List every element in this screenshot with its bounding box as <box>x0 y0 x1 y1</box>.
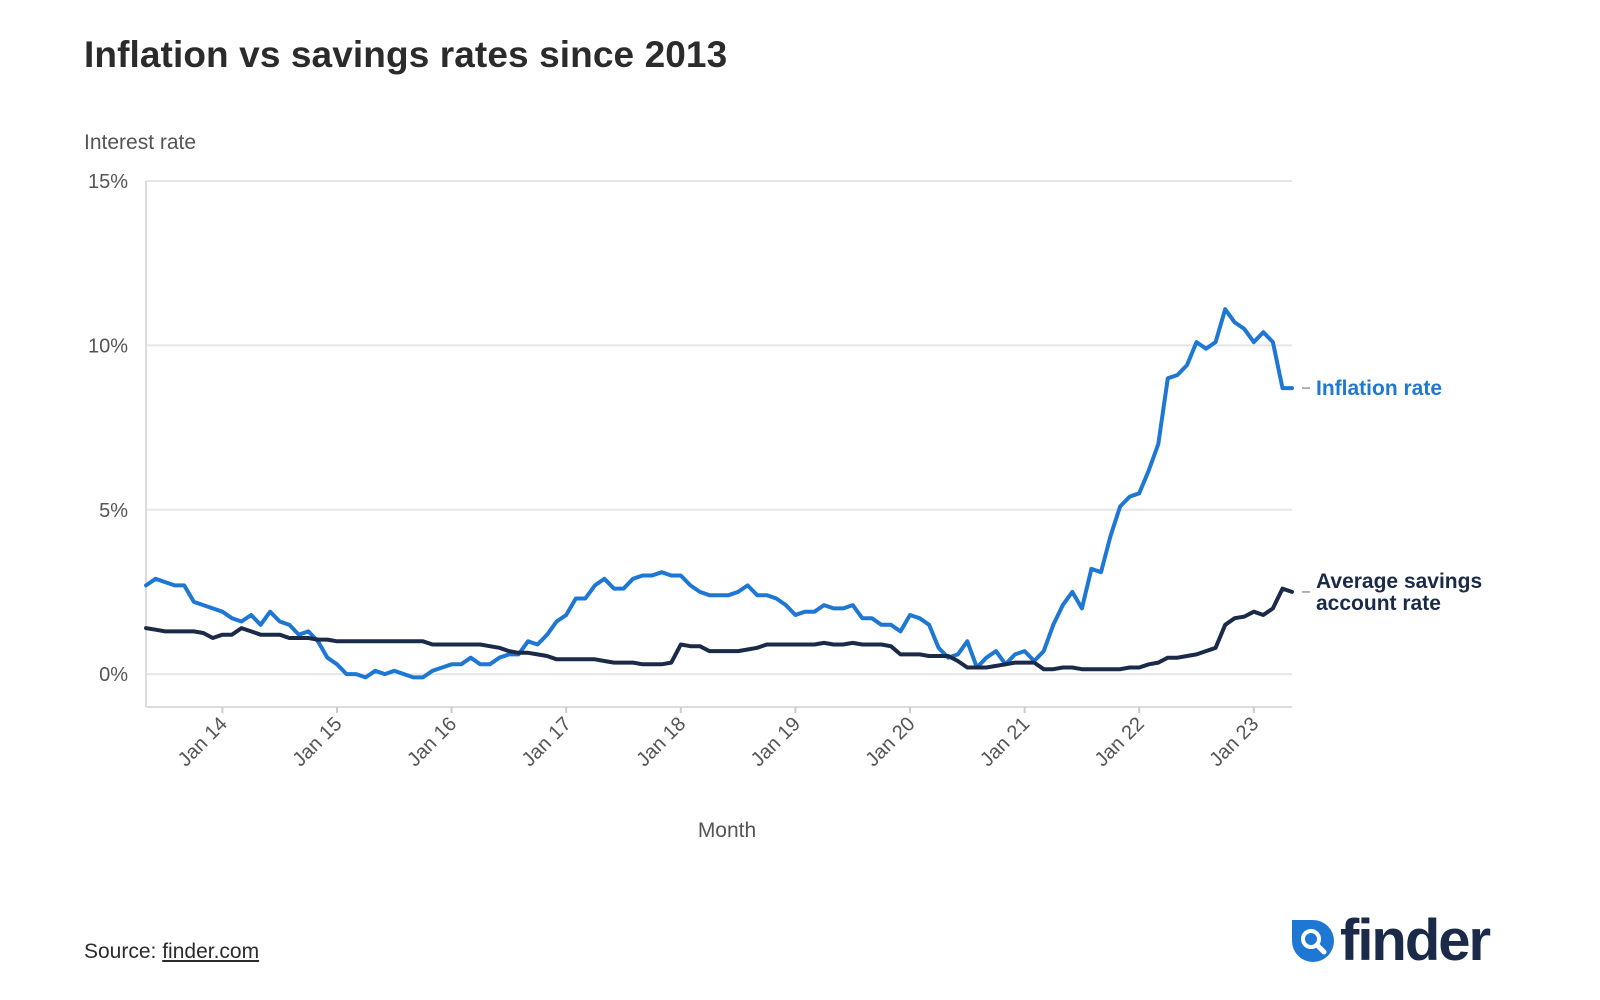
x-tick-label: Jan 17 <box>518 713 576 771</box>
y-tick-label: 0% <box>99 664 128 686</box>
x-ticks: Jan 14 Jan 15 Jan 16 Jan 17 Jan 18 Jan 19 Jan … <box>174 707 1263 771</box>
x-axis-title: Month <box>698 819 756 842</box>
x-tick-label: Jan 15 <box>289 713 347 771</box>
source-note: Source: finder.com <box>84 940 259 964</box>
x-tick-label: Jan 14 <box>174 713 232 771</box>
y-tick-label: 15% <box>88 171 128 193</box>
x-tick-label: Jan 22 <box>1091 713 1149 771</box>
chart-title: Inflation vs savings rates since 2013 <box>84 34 728 75</box>
finder-logo: finder <box>1290 908 1491 973</box>
savings-label: Average savings account rate <box>1316 570 1482 615</box>
source-link[interactable]: finder.com <box>162 940 260 963</box>
y-tick-label: 5% <box>99 500 128 522</box>
series-lines <box>144 307 1294 680</box>
y-tick-label: 10% <box>88 335 128 357</box>
y-ticks: 0% 5% 10% 15% <box>88 171 128 686</box>
inflation-line <box>144 307 1294 680</box>
x-tick-label: Jan 20 <box>862 713 920 771</box>
inflation-label: Inflation rate <box>1316 377 1442 400</box>
series-labels: Inflation rate Average savings account rat… <box>1302 377 1482 615</box>
x-tick-label: Jan 19 <box>747 713 805 771</box>
y-axis-title: Interest rate <box>84 131 196 154</box>
x-tick-label: Jan 16 <box>403 713 461 771</box>
axes <box>145 181 1292 708</box>
x-tick-label: Jan 18 <box>632 713 690 771</box>
source-prefix: Source: <box>84 940 163 963</box>
finder-logo-text: finder <box>1340 908 1491 973</box>
gridlines <box>146 180 1292 676</box>
finder-logo-icon <box>1292 920 1334 962</box>
x-tick-label: Jan 23 <box>1205 713 1263 771</box>
x-tick-label: Jan 21 <box>976 713 1034 771</box>
savings-line <box>144 586 1294 672</box>
